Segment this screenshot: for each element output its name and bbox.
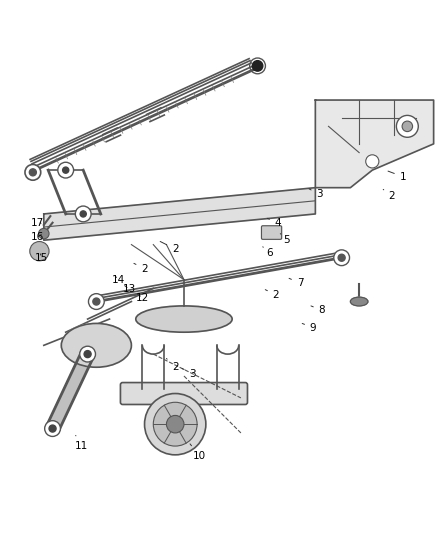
Circle shape	[166, 415, 184, 433]
Text: 4: 4	[267, 217, 282, 228]
Circle shape	[45, 421, 60, 437]
Text: 1: 1	[388, 171, 406, 182]
Circle shape	[338, 254, 345, 261]
Polygon shape	[44, 188, 315, 240]
Text: 13: 13	[123, 284, 136, 294]
Text: 9: 9	[302, 323, 317, 333]
Text: 7: 7	[289, 278, 304, 288]
Text: 2: 2	[265, 289, 279, 300]
Polygon shape	[315, 100, 434, 188]
Text: 10: 10	[190, 444, 206, 461]
Circle shape	[80, 211, 86, 217]
Ellipse shape	[350, 297, 368, 306]
Ellipse shape	[61, 324, 131, 367]
Circle shape	[88, 294, 104, 310]
Ellipse shape	[136, 306, 232, 332]
Circle shape	[93, 298, 100, 305]
Circle shape	[30, 241, 49, 261]
Text: 6: 6	[263, 247, 273, 259]
Circle shape	[396, 115, 418, 138]
Circle shape	[153, 402, 197, 446]
Text: 17: 17	[31, 217, 44, 228]
Text: 11: 11	[74, 435, 88, 451]
Circle shape	[252, 61, 263, 71]
Text: 5: 5	[280, 233, 290, 245]
Circle shape	[145, 393, 206, 455]
Circle shape	[63, 167, 69, 173]
Text: 12: 12	[136, 293, 149, 303]
Text: 15: 15	[35, 253, 48, 263]
Text: 2: 2	[166, 359, 179, 372]
Circle shape	[58, 162, 74, 178]
Circle shape	[334, 250, 350, 265]
Text: 14: 14	[112, 274, 125, 285]
FancyBboxPatch shape	[261, 226, 282, 239]
Circle shape	[25, 165, 41, 180]
Polygon shape	[46, 351, 94, 431]
Circle shape	[366, 155, 379, 168]
Text: 2: 2	[383, 189, 396, 201]
Text: 3: 3	[309, 189, 323, 199]
Text: 2: 2	[134, 263, 148, 273]
Circle shape	[39, 229, 49, 239]
Text: 8: 8	[311, 305, 325, 316]
Circle shape	[49, 425, 56, 432]
Circle shape	[29, 169, 36, 176]
Text: 3: 3	[182, 368, 196, 379]
Text: 16: 16	[31, 232, 44, 242]
Circle shape	[402, 121, 413, 132]
FancyBboxPatch shape	[120, 383, 247, 405]
Circle shape	[75, 206, 91, 222]
Text: 2: 2	[160, 241, 179, 254]
Circle shape	[80, 346, 95, 362]
Circle shape	[84, 351, 91, 358]
